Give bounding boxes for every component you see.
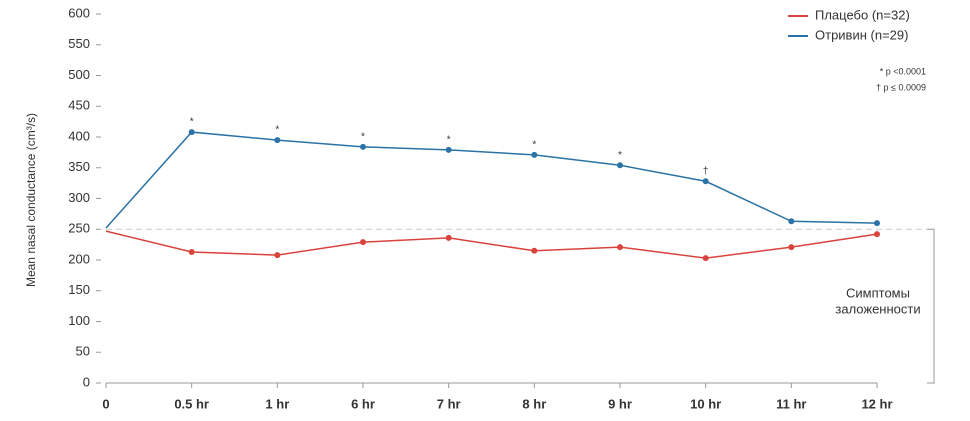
x-tick-label: 9 hr [608,396,632,411]
point [617,244,623,251]
y-axis-label: Mean nasal conductance (cm³/s) [24,113,38,287]
point [445,234,452,241]
threshold-label: заложенности [835,301,920,316]
y-tick-label: 0 [83,374,90,389]
y-tick-label: 100 [68,313,90,328]
x-tick-label: 0 [102,396,109,411]
point [531,247,538,254]
point [274,137,281,144]
y-tick-label: 450 [68,98,90,113]
point-annotation: * [190,117,194,128]
series-line [105,131,878,229]
point [360,239,366,246]
point-annotation: * [361,131,365,142]
x-tick-label: 0.5 hr [174,396,209,411]
x-tick-label: 10 hr [690,396,721,411]
x-tick-label: 8 hr [522,396,546,411]
y-tick-label: 250 [68,221,90,236]
point-annotation: * [447,135,451,146]
y-tick-label: 150 [68,282,90,297]
point [874,231,880,238]
point [617,162,623,169]
y-tick-label: 300 [68,190,90,205]
point-annotation: * [618,150,622,161]
legend-label: Отривин (n=29) [815,27,908,42]
point [531,151,538,158]
point [702,178,709,185]
y-tick-label: 50 [76,344,90,359]
point [788,218,795,225]
note: * p <0.0001 [880,66,926,76]
point [788,244,795,251]
series-line [105,230,878,259]
point-annotation: * [275,125,279,136]
point [874,220,880,227]
point [274,252,281,259]
y-tick-label: 500 [68,67,90,82]
y-tick-label: 400 [68,128,90,143]
threshold-label: Симптомы [846,285,910,300]
y-tick-label: 550 [68,36,90,51]
legend-label: Плацебо (n=32) [815,7,910,22]
x-tick-label: 6 hr [351,396,375,411]
x-tick-label: 1 hr [265,396,289,411]
x-tick-label: 11 hr [776,396,806,411]
y-tick-label: 600 [68,5,90,20]
x-tick-label: 12 hr [861,396,892,411]
point [702,255,709,262]
point [360,143,366,150]
note: † p ≤ 0.0009 [876,82,926,92]
point [188,129,195,136]
bracket [927,228,935,384]
point [188,249,195,256]
point-annotation: † [703,166,709,177]
y-tick-label: 350 [68,159,90,174]
point [445,146,452,153]
point-annotation: * [532,139,536,150]
y-tick-label: 200 [68,251,90,266]
x-tick-label: 7 hr [437,396,461,411]
